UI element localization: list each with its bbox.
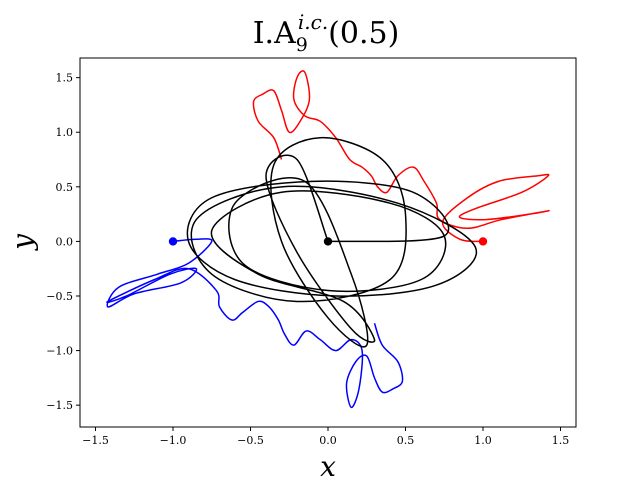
title-subscript: 9 [296,34,308,56]
title-superscript: i.c. [298,10,328,34]
title-suffix: (0.5) [328,16,399,51]
y-tick-label: −1.0 [46,345,73,358]
tick-layer: −1.5 −1.0 −0.5 0.0 0.5 1.0 1.5 −1.5 −1.0 −0.5 0.0 0… [46,72,569,447]
start-point-2 [168,237,178,246]
y-tick-label: −0.5 [46,290,73,303]
x-tick-label: −1.5 [82,434,109,447]
x-tick-label: 0.5 [397,434,415,447]
y-tick-label: 1.5 [56,72,74,85]
chart-title: I.A9i.c.(0.5) [253,10,400,56]
x-tick-label: 1.0 [474,434,492,447]
trajectory-line-3 [186,136,478,348]
x-tick-label: 1.5 [552,434,570,447]
y-tick-label: 0.0 [56,235,74,248]
y-axis-label: y [6,233,39,252]
y-tick-label: −1.5 [46,399,73,412]
start-point-1 [478,237,488,246]
start-point-3 [323,237,333,246]
x-tick-label: −0.5 [237,434,264,447]
title-main: I.A [253,16,296,51]
x-tick-label: 0.0 [319,434,337,447]
trajectory-line-1 [252,70,550,243]
y-tick-label: 0.5 [56,181,74,194]
x-tick-label: −1.0 [160,434,187,447]
trajectory-line-2 [106,238,404,409]
y-tick-label: 1.0 [56,126,74,139]
series-layer [106,70,550,409]
x-axis-label: x [320,450,336,480]
